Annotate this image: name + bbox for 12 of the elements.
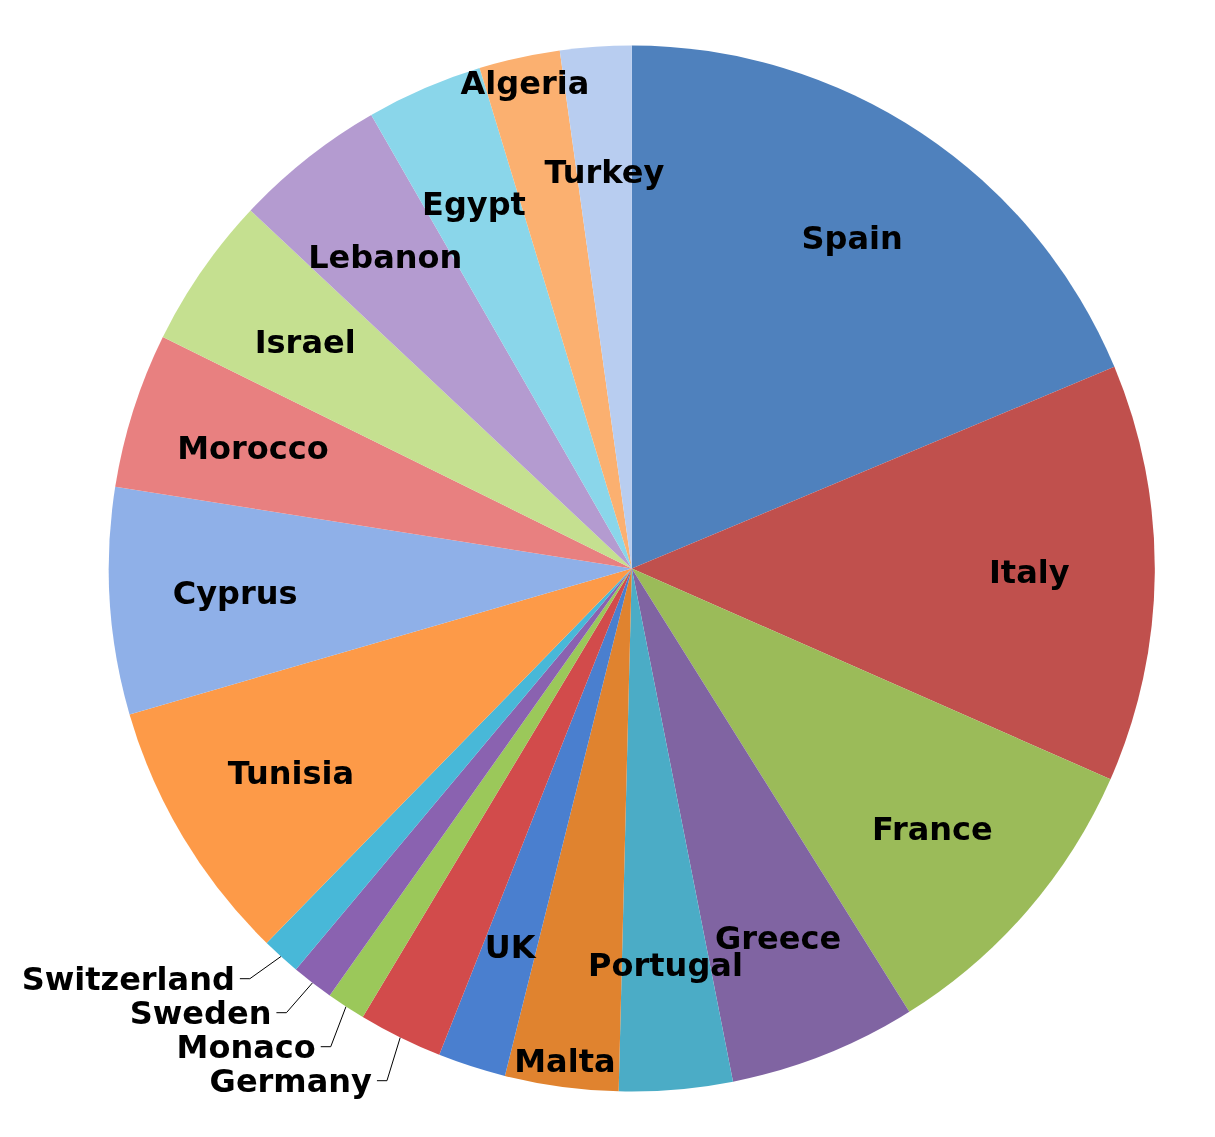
slice-label: Cyprus xyxy=(172,574,298,613)
slice-label: Malta xyxy=(514,1041,616,1080)
slice-label: Egypt xyxy=(422,184,526,223)
slice-label: Spain xyxy=(801,218,903,257)
slice-label: Morocco xyxy=(177,429,329,468)
slice-label: France xyxy=(872,809,993,848)
slice-label: UK xyxy=(484,927,537,966)
slice-label: Tunisia xyxy=(227,753,355,792)
slice-label: Algeria xyxy=(460,64,590,103)
slice-label: Israel xyxy=(254,322,356,361)
slice-label: Italy xyxy=(988,553,1070,592)
slice-label: Lebanon xyxy=(308,237,463,276)
